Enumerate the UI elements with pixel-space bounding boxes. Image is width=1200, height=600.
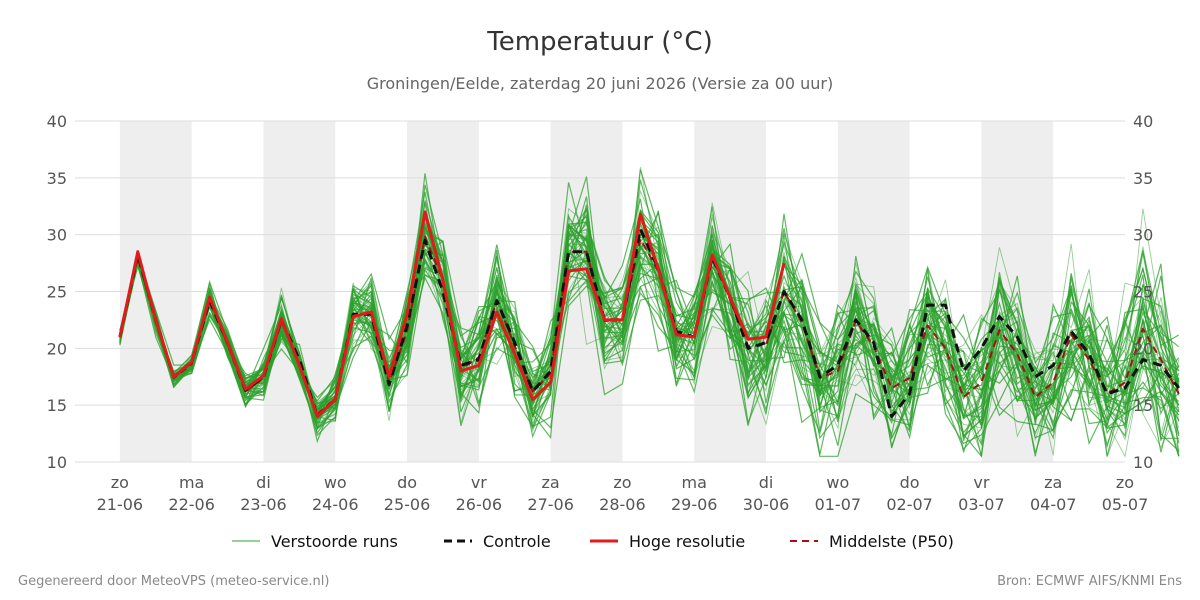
- y-tick-left-25: 25: [47, 283, 67, 302]
- ensemble-run-47: [119, 173, 1180, 416]
- x-tick-day-28-06: zo: [613, 473, 631, 492]
- chart-title: Temperatuur (°C): [486, 27, 712, 57]
- x-tick-day-05-07: zo: [1116, 473, 1134, 492]
- series-controle: [118, 227, 1180, 418]
- y-tick-left-10: 10: [47, 453, 67, 472]
- series-hoge-resolutie: [118, 210, 786, 418]
- x-tick-day-23-06: di: [256, 473, 271, 492]
- x-tick-day-03-07: vr: [973, 473, 989, 492]
- x-tick-day-24-06: wo: [324, 473, 347, 492]
- x-tick-day-04-07: za: [1044, 473, 1062, 492]
- x-tick-date-05-07: 05-07: [1102, 495, 1149, 514]
- x-axis: zo 21-06 ma 22-06 di 23-06 wo 24-06 do 25-06 vr 26-…: [97, 473, 1149, 514]
- x-tick-date-04-07: 04-07: [1030, 495, 1077, 514]
- x-tick-date-01-07: 01-07: [815, 495, 862, 514]
- x-tick-date-30-06: 30-06: [743, 495, 790, 514]
- y-axis-right: 10 15 20 25 30 35 40: [1133, 112, 1153, 472]
- legend-label-middelste: Middelste (P50): [829, 532, 954, 551]
- x-tick-date-29-06: 29-06: [671, 495, 718, 514]
- x-tick-day-25-06: do: [397, 473, 417, 492]
- legend-label-hoge-resolutie: Hoge resolutie: [629, 532, 745, 551]
- footer-generated-by: Gegenereerd door MeteoVPS (meteo-service…: [18, 574, 329, 589]
- y-tick-left-20: 20: [47, 339, 67, 358]
- legend-label-controle: Controle: [483, 532, 551, 551]
- legend: Verstoorde runs Controle Hoge resolutie …: [232, 532, 954, 551]
- x-tick-day-02-07: do: [900, 473, 920, 492]
- x-tick-day-27-06: za: [542, 473, 560, 492]
- y-tick-left-40: 40: [47, 112, 67, 131]
- y-tick-right-10: 10: [1133, 453, 1153, 472]
- x-tick-day-21-06: zo: [111, 473, 129, 492]
- x-tick-day-30-06: di: [759, 473, 774, 492]
- main-series: [118, 210, 1180, 418]
- x-tick-date-24-06: 24-06: [312, 495, 359, 514]
- ensemble-run-48: [119, 191, 1180, 440]
- x-tick-date-22-06: 22-06: [168, 495, 215, 514]
- y-tick-left-15: 15: [47, 396, 67, 415]
- y-tick-right-25: 25: [1133, 283, 1153, 302]
- chart-subtitle: Groningen/Eelde, zaterdag 20 juni 2026 (…: [367, 74, 833, 93]
- x-tick-date-23-06: 23-06: [240, 495, 287, 514]
- x-tick-date-02-07: 02-07: [886, 495, 933, 514]
- y-tick-right-15: 15: [1133, 396, 1153, 415]
- y-axis-left: 10 15 20 25 30 35 40: [47, 112, 67, 472]
- y-tick-right-40: 40: [1133, 112, 1153, 131]
- legend-item-ensemble[interactable]: Verstoorde runs: [232, 532, 398, 551]
- x-tick-date-25-06: 25-06: [384, 495, 431, 514]
- legend-item-controle[interactable]: Controle: [444, 532, 551, 551]
- x-tick-date-27-06: 27-06: [527, 495, 574, 514]
- series-middelste-p50: [118, 235, 1180, 416]
- x-tick-date-28-06: 28-06: [599, 495, 646, 514]
- x-tick-day-29-06: ma: [682, 473, 707, 492]
- x-tick-date-21-06: 21-06: [97, 495, 144, 514]
- x-tick-date-26-06: 26-06: [456, 495, 503, 514]
- y-tick-left-35: 35: [47, 169, 67, 188]
- legend-item-middelste[interactable]: Middelste (P50): [790, 532, 954, 551]
- ensemble-run-32: [119, 224, 1180, 447]
- y-tick-right-30: 30: [1133, 226, 1153, 245]
- y-tick-right-20: 20: [1133, 339, 1153, 358]
- x-tick-day-26-06: vr: [471, 473, 487, 492]
- legend-label-ensemble: Verstoorde runs: [271, 532, 398, 551]
- x-tick-day-22-06: ma: [179, 473, 204, 492]
- x-tick-date-03-07: 03-07: [958, 495, 1005, 514]
- footer-source: Bron: ECMWF AIFS/KNMI Ens: [997, 574, 1182, 589]
- y-tick-right-35: 35: [1133, 169, 1153, 188]
- y-tick-left-30: 30: [47, 226, 67, 245]
- x-tick-day-01-07: wo: [826, 473, 849, 492]
- legend-item-hoge-resolutie[interactable]: Hoge resolutie: [590, 532, 745, 551]
